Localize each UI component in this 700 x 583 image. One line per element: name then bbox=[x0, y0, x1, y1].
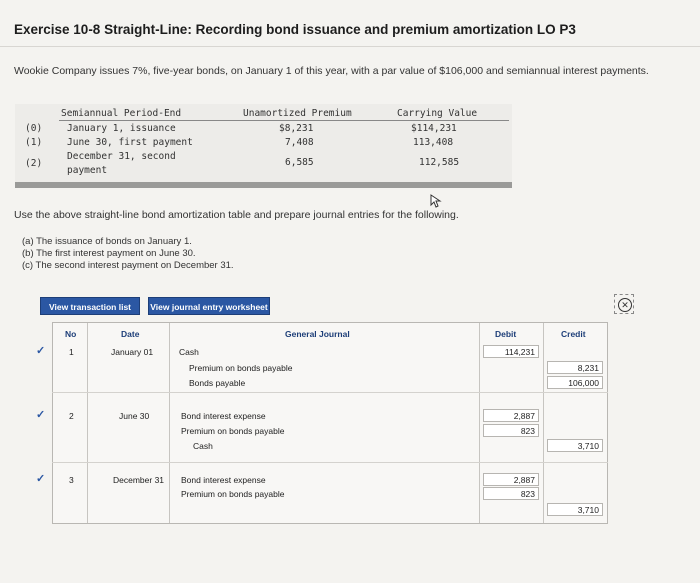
title-divider bbox=[0, 46, 700, 47]
page-title: Exercise 10-8 Straight-Line: Recording b… bbox=[14, 22, 576, 37]
amort-row-no: (1) bbox=[25, 137, 43, 148]
account-cell[interactable]: Bond interest expense bbox=[181, 475, 266, 485]
problem-intro: Wookie Company issues 7%, five-year bond… bbox=[14, 65, 649, 77]
amort-row-period: June 30, first payment bbox=[67, 137, 193, 148]
requirement-c: (c) The second interest payment on Decem… bbox=[22, 260, 234, 271]
account-cell[interactable]: Premium on bonds payable bbox=[181, 426, 285, 436]
amort-header-premium: Unamortized Premium bbox=[243, 108, 352, 119]
debit-field[interactable]: 823 bbox=[483, 424, 539, 437]
account-cell[interactable]: Bond interest expense bbox=[181, 411, 266, 421]
amort-row-premium: 7,408 bbox=[285, 137, 314, 148]
view-transaction-list-button[interactable]: View transaction list bbox=[40, 297, 140, 315]
mouse-cursor-icon bbox=[430, 194, 442, 211]
col-header-credit: Credit bbox=[561, 329, 586, 339]
close-circle-icon: ✕ bbox=[618, 298, 632, 312]
pencil-icon[interactable]: ✓ bbox=[36, 473, 46, 485]
amort-header-period: Semiannual Period-End bbox=[61, 108, 182, 119]
amort-header-carrying: Carrying Value bbox=[397, 108, 478, 119]
credit-field[interactable]: 3,710 bbox=[547, 503, 603, 516]
account-cell[interactable]: Bonds payable bbox=[189, 378, 246, 388]
amort-row-no: (0) bbox=[25, 123, 43, 134]
requirement-b: (b) The first interest payment on June 3… bbox=[22, 248, 196, 259]
entry-date: June 30 bbox=[119, 411, 150, 421]
col-divider bbox=[543, 323, 544, 523]
entry-number: 2 bbox=[69, 411, 74, 421]
col-header-no: No bbox=[65, 329, 77, 339]
pencil-icon[interactable]: ✓ bbox=[36, 409, 46, 421]
amort-row-premium: 6,585 bbox=[285, 157, 314, 168]
amort-row-period-cont: payment bbox=[67, 165, 108, 176]
debit-field[interactable]: 114,231 bbox=[483, 345, 539, 358]
amort-row-period: January 1, issuance bbox=[67, 123, 176, 134]
debit-field[interactable]: 2,887 bbox=[483, 473, 539, 486]
requirements-list: (a) The issuance of bonds on January 1. … bbox=[22, 236, 234, 272]
account-cell[interactable]: Cash bbox=[193, 441, 213, 451]
col-divider bbox=[169, 323, 170, 523]
amort-row-no: (2) bbox=[25, 158, 43, 169]
entry-date: January 01 bbox=[111, 347, 154, 357]
amort-row-premium: $8,231 bbox=[279, 123, 314, 134]
col-header-general-journal: General Journal bbox=[285, 329, 350, 339]
close-button[interactable]: ✕ bbox=[614, 294, 634, 314]
amort-row-carrying: $114,231 bbox=[411, 123, 457, 134]
amort-row-period: December 31, second bbox=[67, 151, 176, 162]
credit-field[interactable]: 8,231 bbox=[547, 361, 603, 374]
entry-number: 3 bbox=[69, 475, 74, 485]
credit-field[interactable]: 106,000 bbox=[547, 376, 603, 389]
entry-date: December 31 bbox=[113, 475, 165, 485]
col-divider bbox=[479, 323, 480, 523]
requirement-a: (a) The issuance of bonds on January 1. bbox=[22, 236, 192, 247]
amort-header-rule bbox=[59, 120, 509, 121]
credit-field[interactable]: 3,710 bbox=[547, 439, 603, 452]
entry-separator bbox=[52, 462, 608, 463]
col-header-date: Date bbox=[121, 329, 140, 339]
account-cell[interactable]: Premium on bonds payable bbox=[181, 489, 285, 499]
journal-table: No Date General Journal Debit Credit 1 J… bbox=[52, 322, 608, 524]
col-divider bbox=[87, 323, 88, 523]
account-cell[interactable]: Cash bbox=[179, 347, 199, 357]
entry-separator bbox=[52, 392, 608, 393]
account-cell[interactable]: Premium on bonds payable bbox=[189, 363, 293, 373]
amort-row-carrying: 113,408 bbox=[413, 137, 454, 148]
col-header-debit: Debit bbox=[495, 329, 517, 339]
instructions: Use the above straight-line bond amortiz… bbox=[14, 209, 459, 221]
amort-row-carrying: 112,585 bbox=[419, 157, 460, 168]
debit-field[interactable]: 823 bbox=[483, 487, 539, 500]
debit-field[interactable]: 2,887 bbox=[483, 409, 539, 422]
amortization-table: Semiannual Period-End Unamortized Premiu… bbox=[15, 104, 512, 188]
entry-number: 1 bbox=[69, 347, 74, 357]
pencil-icon[interactable]: ✓ bbox=[36, 345, 46, 357]
view-journal-worksheet-button[interactable]: View journal entry worksheet bbox=[148, 297, 270, 315]
